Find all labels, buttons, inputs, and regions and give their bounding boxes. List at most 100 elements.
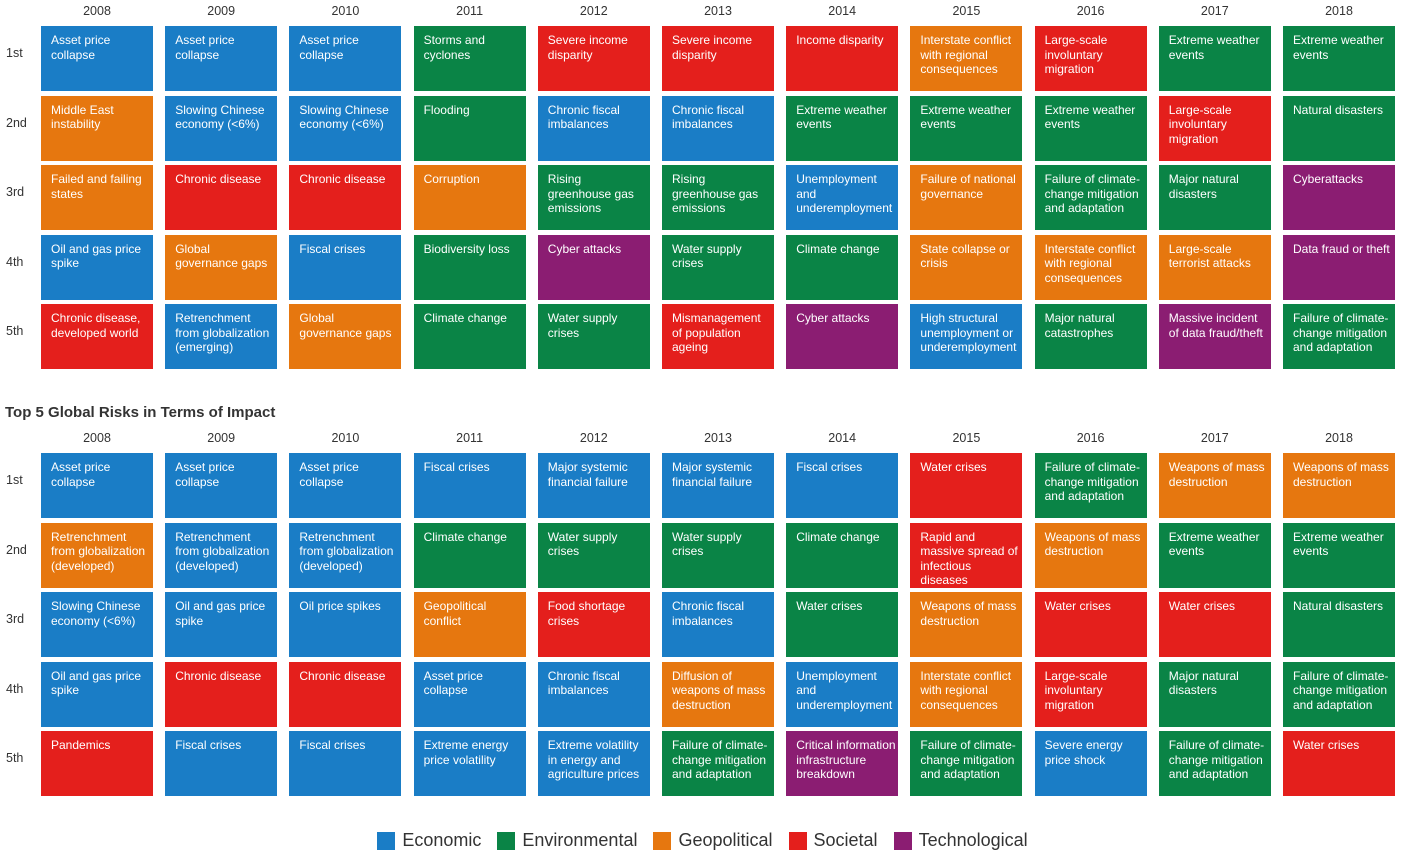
likelihood-risk-cell: Biodiversity loss xyxy=(413,234,526,300)
legend-item-technological: Technological xyxy=(893,830,1028,851)
impact-risk-cell: Rapid and massive spread of infectious d… xyxy=(910,522,1023,588)
legend-item-environmental: Environmental xyxy=(497,830,637,851)
impact-risk-cell: Climate change xyxy=(413,522,526,588)
likelihood-risk-cell: Extreme weather events xyxy=(1283,26,1395,91)
impact-risk-cell: Water crises xyxy=(1034,592,1147,657)
likelihood-risk-cell: Income disparity xyxy=(786,26,899,91)
likelihood-risk-cell: Mismanagement of population ageing xyxy=(662,304,774,369)
impact-year-header: 2009 xyxy=(207,431,236,445)
likelihood-year-header: 2018 xyxy=(1325,4,1353,18)
impact-risk-cell: Water crises xyxy=(1283,731,1395,796)
likelihood-risk-cell: Unemployment and underemployment xyxy=(786,165,899,230)
category-legend: Economic Environmental Geopolitical Societa… xyxy=(0,830,1405,851)
likelihood-year-header: 2008 xyxy=(83,4,111,18)
likelihood-risk-cell: Middle East instability xyxy=(41,95,153,161)
impact-year-header: 2017 xyxy=(1200,431,1229,445)
likelihood-risk-cell: Large-scale involuntary migration xyxy=(1034,26,1147,91)
likelihood-risk-cell: Retrenchment from globalization (emergin… xyxy=(165,304,278,369)
legend-swatch xyxy=(377,831,396,850)
likelihood-risk-cell: Asset price collapse xyxy=(289,26,402,91)
likelihood-risk-cell: Climate change xyxy=(413,304,526,369)
legend-label: Technological xyxy=(918,830,1028,850)
likelihood-risk-cell: Massive incident of data fraud/theft xyxy=(1158,304,1271,369)
impact-risk-cell: Asset price collapse xyxy=(289,453,402,518)
impact-risk-cell: Oil and gas price spike xyxy=(41,661,153,727)
impact-year-header: 2018 xyxy=(1325,431,1353,445)
likelihood-risk-cell: Storms and cyclones xyxy=(413,26,526,91)
likelihood-risk-cell: Fiscal crises xyxy=(289,234,402,300)
likelihood-risk-cell: High structural unemployment or underemp… xyxy=(910,304,1023,369)
impact-risk-cell: Water crises xyxy=(910,453,1023,518)
impact-risk-cell: Extreme weather events xyxy=(1283,522,1395,588)
legend-item-societal: Societal xyxy=(788,830,878,851)
impact-risk-cell: Climate change xyxy=(786,522,899,588)
likelihood-risk-cell: Failure of climate-change mitigation and… xyxy=(1283,304,1395,369)
impact-risk-cell: Water crises xyxy=(786,592,899,657)
impact-year-header: 2011 xyxy=(456,431,484,445)
impact-risk-cell: Asset price collapse xyxy=(413,661,526,727)
likelihood-risk-cell: Cyberattacks xyxy=(1283,165,1395,230)
impact-risk-cell: Fiscal crises xyxy=(786,453,899,518)
impact-risk-cell: Failure of climate-change mitigation and… xyxy=(1158,731,1271,796)
impact-risk-cell: Major natural disasters xyxy=(1158,661,1271,727)
impact-year-header: 2015 xyxy=(952,431,981,445)
impact-risk-cell: Fiscal crises xyxy=(289,731,402,796)
impact-rank-label: 4th xyxy=(6,681,24,696)
likelihood-rank-label: 2nd xyxy=(6,115,27,130)
likelihood-year-header: 2011 xyxy=(456,4,484,18)
likelihood-rank-label: 1st xyxy=(6,46,23,60)
likelihood-risk-cell: Extreme weather events xyxy=(786,95,899,161)
likelihood-year-header: 2015 xyxy=(952,4,981,18)
likelihood-year-header: 2012 xyxy=(579,4,608,18)
impact-rank-label: 3rd xyxy=(6,612,25,626)
impact-risk-cell: Failure of climate-change mitigation and… xyxy=(910,731,1023,796)
likelihood-risk-cell: Severe income disparity xyxy=(662,26,774,91)
likelihood-year-header: 2013 xyxy=(704,4,732,18)
likelihood-risk-cell: Cyber attacks xyxy=(786,304,899,369)
impact-risk-cell: Unemployment and underemployment xyxy=(786,661,899,727)
likelihood-risk-cell: Slowing Chinese economy (<6%) xyxy=(289,95,402,161)
impact-risk-cell: Weapons of mass destruction xyxy=(1158,453,1271,518)
impact-risk-cell: Diffusion of weapons of mass destruction xyxy=(662,661,774,727)
likelihood-risk-cell: Data fraud or theft xyxy=(1283,234,1395,300)
impact-risk-cell: Asset price collapse xyxy=(41,453,153,518)
likelihood-risk-cell: Interstate conflict with regional conseq… xyxy=(1034,234,1147,300)
legend-label: Economic xyxy=(402,830,482,850)
likelihood-risk-cell: Extreme weather events xyxy=(1158,26,1271,91)
likelihood-risk-cell: Oil and gas price spike xyxy=(41,234,153,300)
legend-label: Environmental xyxy=(522,830,638,850)
impact-risk-cell: Weapons of mass destruction xyxy=(1034,522,1147,588)
impact-risk-cell: Slowing Chinese economy (<6%) xyxy=(41,592,153,657)
impact-risk-cell: Extreme energy price volatility xyxy=(413,731,526,796)
likelihood-risk-cell: Major natural catastrophes xyxy=(1034,304,1147,369)
likelihood-risk-cell: Severe income disparity xyxy=(537,26,650,91)
impact-risk-cell: Pandemics xyxy=(41,731,153,796)
impact-year-header: 2012 xyxy=(579,431,608,445)
impact-year-header: 2014 xyxy=(828,431,857,445)
likelihood-risk-cell: Flooding xyxy=(413,95,526,161)
impact-risk-cell: Fiscal crises xyxy=(165,731,278,796)
impact-risk-cell: Oil price spikes xyxy=(289,592,402,657)
legend-swatch xyxy=(653,831,672,850)
likelihood-year-header: 2017 xyxy=(1200,4,1229,18)
impact-risk-cell: Interstate conflict with regional conseq… xyxy=(910,661,1023,727)
impact-risk-cell: Failure of climate-change mitigation and… xyxy=(1283,661,1395,727)
impact-risk-cell: Severe energy price shock xyxy=(1034,731,1147,796)
likelihood-risk-cell: Water supply crises xyxy=(537,304,650,369)
impact-year-header: 2013 xyxy=(704,431,732,445)
impact-risk-cell: Chronic fiscal imbalances xyxy=(662,592,774,657)
likelihood-year-header: 2009 xyxy=(207,4,236,18)
impact-risk-cell: Chronic disease xyxy=(289,661,402,727)
likelihood-year-header: 2014 xyxy=(828,4,857,18)
impact-risk-cell: Failure of climate-change mitigation and… xyxy=(662,731,774,796)
impact-rank-label: 2nd xyxy=(6,542,27,557)
likelihood-rank-label: 4th xyxy=(6,254,24,269)
likelihood-risk-cell: Cyber attacks xyxy=(537,234,650,300)
impact-risk-cell: Asset price collapse xyxy=(165,453,278,518)
likelihood-risk-cell: Large-scale terrorist attacks xyxy=(1158,234,1271,300)
likelihood-risk-cell: Climate change xyxy=(786,234,899,300)
likelihood-risk-cell: Chronic fiscal imbalances xyxy=(537,95,650,161)
legend-label: Geopolitical xyxy=(678,830,773,850)
impact-risk-cell: Retrenchment from globalization (develop… xyxy=(289,522,402,588)
legend-item-geopolitical: Geopolitical xyxy=(653,830,773,851)
